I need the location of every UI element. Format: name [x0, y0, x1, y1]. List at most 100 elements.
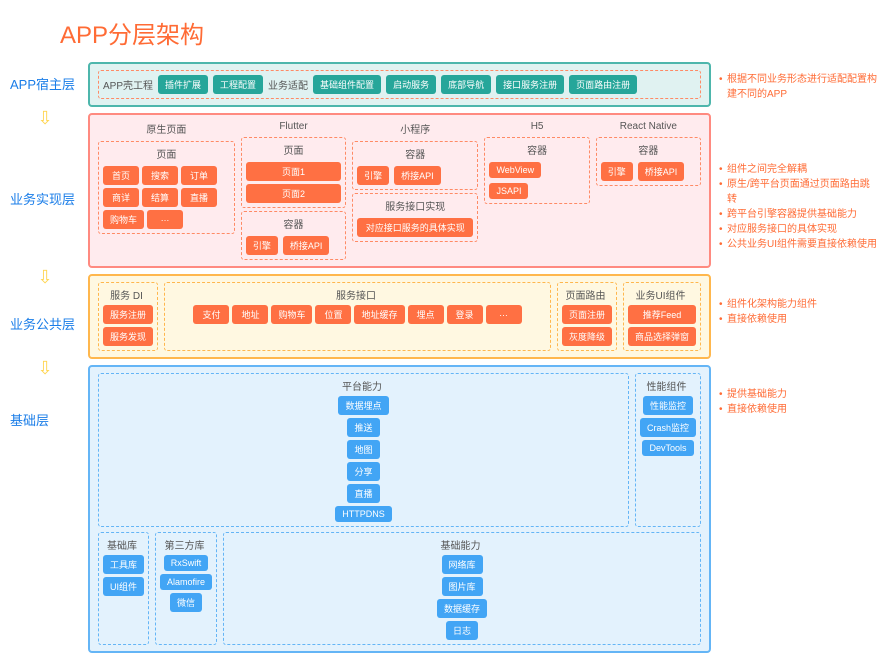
page-title: APP分层架构 [60, 15, 879, 50]
note-business: 组件之间完全解耦 原生/跨平台页面通过页面路由跳转 跨平台引擎容器提供基础能力 … [719, 122, 879, 277]
note-base: 提供基础能力 直接依赖使用 [719, 362, 879, 417]
di-group: 服务 DI 服务注册 服务发现 [98, 282, 158, 351]
arrow-icon: ⇩ [10, 263, 80, 292]
base-layer: 平台能力 数据埋点 推送 地图 分享 直播 HTTPDNS 性能组件 性能监控 … [88, 365, 711, 653]
tag: 搜索 [142, 166, 178, 185]
basecap-group: 基础能力 网络库 图片库 数据缓存 日志 [223, 532, 701, 645]
arrow-icon: ⇩ [10, 354, 80, 383]
tag: 日志 [446, 621, 478, 640]
label-host: APP宿主层 [10, 62, 80, 104]
group-title: 容器 [601, 142, 696, 157]
tag: 引擎 [357, 166, 389, 185]
tag: WebView [489, 162, 541, 178]
note-common: 组件化架构能力组件 直接依赖使用 [719, 277, 879, 362]
tag: 首页 [103, 166, 139, 185]
tag: 基础组件配置 [313, 75, 381, 94]
host-head-label: APP壳工程 [103, 77, 153, 92]
tag: 引擎 [246, 236, 278, 255]
group-label: 服务 DI [110, 287, 143, 302]
tag: Crash监控 [640, 418, 696, 437]
tag: UI组件 [103, 577, 144, 596]
group-label: 性能组件 [646, 378, 686, 393]
rn-container-group: 容器 引擎 桥接API [596, 137, 701, 186]
group-label: 页面路由 [565, 287, 605, 302]
tag: DevTools [642, 440, 693, 456]
tag: 网络库 [442, 555, 483, 574]
tag: 插件扩展 [158, 75, 208, 94]
tag: Alamofire [160, 574, 212, 590]
tag: 埋点 [408, 305, 444, 324]
tag: … [147, 210, 183, 229]
tag: 直播 [347, 484, 379, 503]
common-layer: 服务 DI 服务注册 服务发现 服务接口 支付 地址 购物车 位置 地址缓存 埋… [88, 274, 711, 359]
tag: 分享 [347, 462, 379, 481]
group-label: 基础能力 [441, 537, 481, 552]
note-item: 跨平台引擎容器提供基础能力 [719, 207, 879, 222]
tag: 页面2 [246, 184, 341, 203]
tag: 地图 [347, 440, 379, 459]
note-item: 原生/跨平台页面通过页面路由跳转 [719, 177, 879, 207]
note-item: 根据不同业务形态进行适配配置构建不同的APP [719, 72, 879, 102]
label-business: 业务实现层 [10, 133, 80, 263]
tag: 页面注册 [562, 305, 612, 324]
platform-group: 平台能力 数据埋点 推送 地图 分享 直播 HTTPDNS [98, 373, 629, 527]
group-label: 业务UI组件 [635, 287, 685, 302]
group-label: 服务接口 [336, 287, 376, 302]
note-item: 直接依赖使用 [719, 312, 879, 327]
tag: 引擎 [601, 162, 633, 181]
tag: 桥接API [638, 162, 685, 181]
section-title: 小程序 [352, 121, 478, 136]
tag: 结算 [142, 188, 178, 207]
tag: 地址缓存 [354, 305, 404, 324]
tag: 支付 [193, 305, 229, 324]
section-title: H5 [484, 121, 589, 132]
host-group: APP壳工程 插件扩展 工程配置 业务适配 基础组件配置 启动服务 底部导航 接… [98, 70, 701, 99]
tag: 接口服务注册 [496, 75, 564, 94]
tag: 订单 [181, 166, 217, 185]
tag: 工具库 [103, 555, 144, 574]
flutter-page-group: 页面 页面1 页面2 [241, 137, 346, 208]
note-item: 提供基础能力 [719, 387, 879, 402]
ui-group: 业务UI组件 推荐Feed 商品选择弹窗 [623, 282, 701, 351]
flutter-container-group: 容器 引擎 桥接API [241, 211, 346, 260]
perf-group: 性能组件 性能监控 Crash监控 DevTools [635, 373, 701, 527]
note-item: 组件之间完全解耦 [719, 162, 879, 177]
tag: 页面路由注册 [569, 75, 637, 94]
svc-group: 服务接口 支付 地址 购物车 位置 地址缓存 埋点 登录 … [164, 282, 551, 351]
mini-svc-group: 服务接口实现 对应接口服务的具体实现 [352, 193, 478, 242]
tag: 位置 [315, 305, 351, 324]
tag: 底部导航 [441, 75, 491, 94]
layers-column: APP壳工程 插件扩展 工程配置 业务适配 基础组件配置 启动服务 底部导航 接… [88, 62, 711, 653]
arrow-icon: ⇩ [10, 104, 80, 133]
tag: 桥接API [394, 166, 441, 185]
tag: 微信 [170, 593, 202, 612]
note-item: 组件化架构能力组件 [719, 297, 879, 312]
main-layout: APP宿主层 ⇩ 业务实现层 ⇩ 业务公共层 ⇩ 基础层 APP壳工程 插件扩展… [10, 62, 879, 653]
tag: 工程配置 [213, 75, 263, 94]
tag: 桥接API [283, 236, 330, 255]
tag: 启动服务 [386, 75, 436, 94]
section-title: React Native [596, 121, 701, 132]
group-label: 第三方库 [165, 537, 205, 552]
note-item: 对应服务接口的具体实现 [719, 222, 879, 237]
tag: 服务发现 [103, 327, 153, 346]
tag: 直播 [181, 188, 217, 207]
section-title: Flutter [241, 121, 346, 132]
host-layer: APP壳工程 插件扩展 工程配置 业务适配 基础组件配置 启动服务 底部导航 接… [88, 62, 711, 107]
label-base: 基础层 [10, 383, 80, 455]
section-title: 原生页面 [98, 121, 235, 136]
baselib-group: 基础库 工具库 UI组件 [98, 532, 149, 645]
tag: 购物车 [103, 210, 144, 229]
mini-container-group: 容器 引擎 桥接API [352, 141, 478, 190]
tag: 登录 [447, 305, 483, 324]
group-title: 容器 [489, 142, 584, 157]
note-item: 公共业务UI组件需要直接依赖使用 [719, 237, 879, 252]
tag: 推荐Feed [628, 305, 696, 324]
tag: 灰度降级 [562, 327, 612, 346]
native-page-group: 页面 首页 搜索 订单 商详 结算 直播 购物车 … [98, 141, 235, 234]
notes-column: 根据不同业务形态进行适配配置构建不同的APP 组件之间完全解耦 原生/跨平台页面… [719, 62, 879, 653]
route-group: 页面路由 页面注册 灰度降级 [557, 282, 617, 351]
tag: 服务注册 [103, 305, 153, 324]
tag: JSAPI [489, 183, 528, 199]
tag: 推送 [347, 418, 379, 437]
